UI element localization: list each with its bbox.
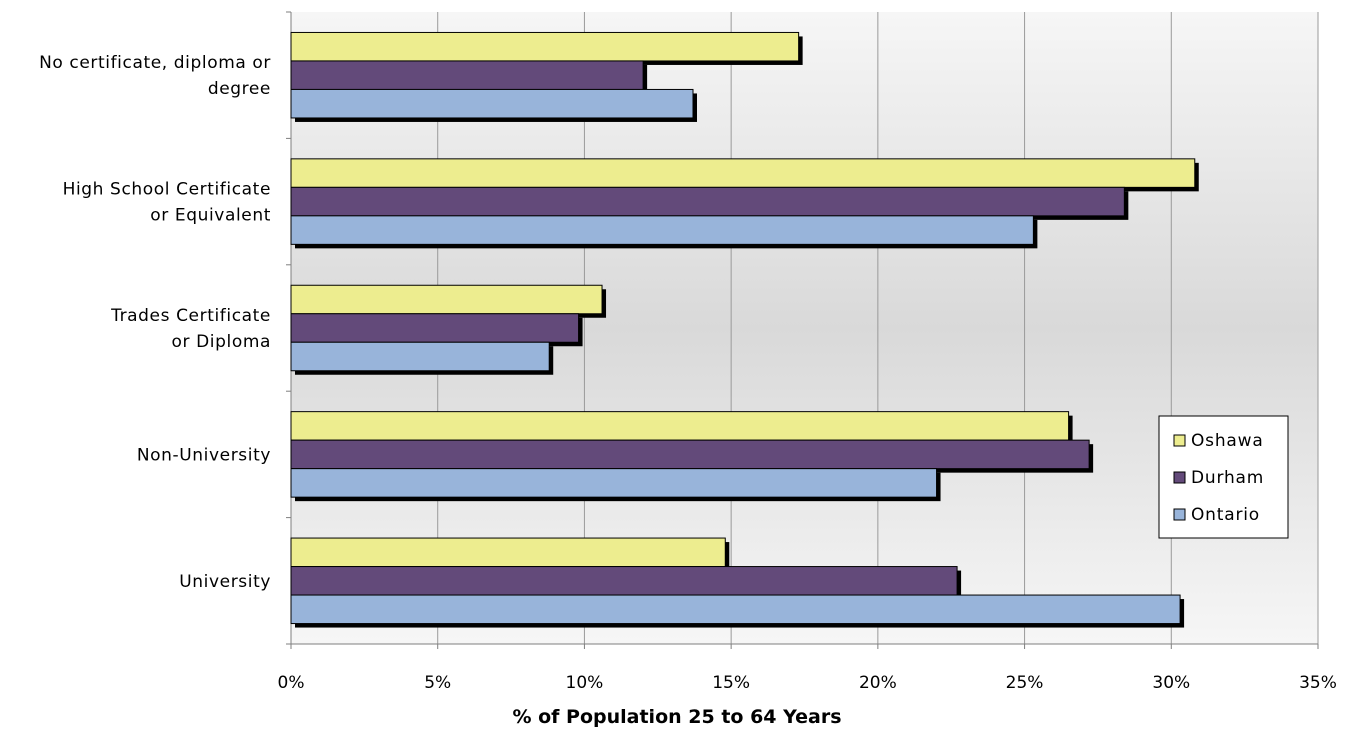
bar-oshawa — [290, 31, 800, 62]
bar-oshawa — [290, 284, 603, 315]
x-tick-labels: 0% 5% 10% 15% 20% 25% 30% 35% — [278, 673, 1337, 693]
x-tick-label: 15% — [712, 673, 750, 693]
legend-label: Oshawa — [1191, 431, 1264, 451]
x-tick-label: 20% — [859, 673, 897, 693]
category-label: degree — [208, 79, 271, 99]
bar-durham — [290, 313, 580, 343]
x-tick-label: 25% — [1006, 673, 1044, 693]
bar-ontario — [290, 88, 694, 119]
category-label: No certificate, diploma or — [39, 53, 271, 73]
bar-ontario — [290, 468, 938, 498]
bar-durham — [290, 60, 644, 90]
x-tick-label: 10% — [566, 673, 604, 693]
category-labels: No certificate, diploma or degree High Sch… — [39, 53, 272, 592]
category-label: High School Certificate — [63, 180, 271, 200]
category-label: or Diploma — [172, 332, 272, 352]
bar-oshawa — [290, 537, 726, 568]
bar-oshawa — [290, 411, 1070, 441]
bar-durham — [290, 186, 1125, 217]
bar-durham — [290, 439, 1090, 470]
bar-ontario — [290, 341, 550, 372]
x-tick-label: 30% — [1152, 673, 1190, 693]
category-label: or Equivalent — [150, 206, 271, 226]
bar-ontario — [290, 594, 1181, 625]
legend-swatch-durham — [1173, 471, 1186, 484]
legend-swatch-oshawa — [1173, 434, 1186, 447]
x-tick-label: 0% — [278, 673, 305, 693]
bars — [290, 31, 1199, 628]
category-label: Non-University — [137, 445, 271, 465]
category-label: Trades Certificate — [110, 306, 271, 326]
legend-label: Durham — [1191, 468, 1264, 488]
legend-label: Ontario — [1191, 505, 1260, 525]
x-tick-label: 5% — [424, 673, 451, 693]
legend: Oshawa Durham Ontario — [1158, 415, 1289, 539]
bar-oshawa — [290, 158, 1196, 188]
x-tick-label: 35% — [1299, 673, 1337, 693]
category-label: University — [179, 572, 271, 592]
bar-ontario — [290, 215, 1034, 245]
x-axis-title: % of Population 25 to 64 Years — [512, 706, 841, 728]
legend-swatch-ontario — [1173, 508, 1186, 521]
bar-durham — [290, 566, 958, 596]
